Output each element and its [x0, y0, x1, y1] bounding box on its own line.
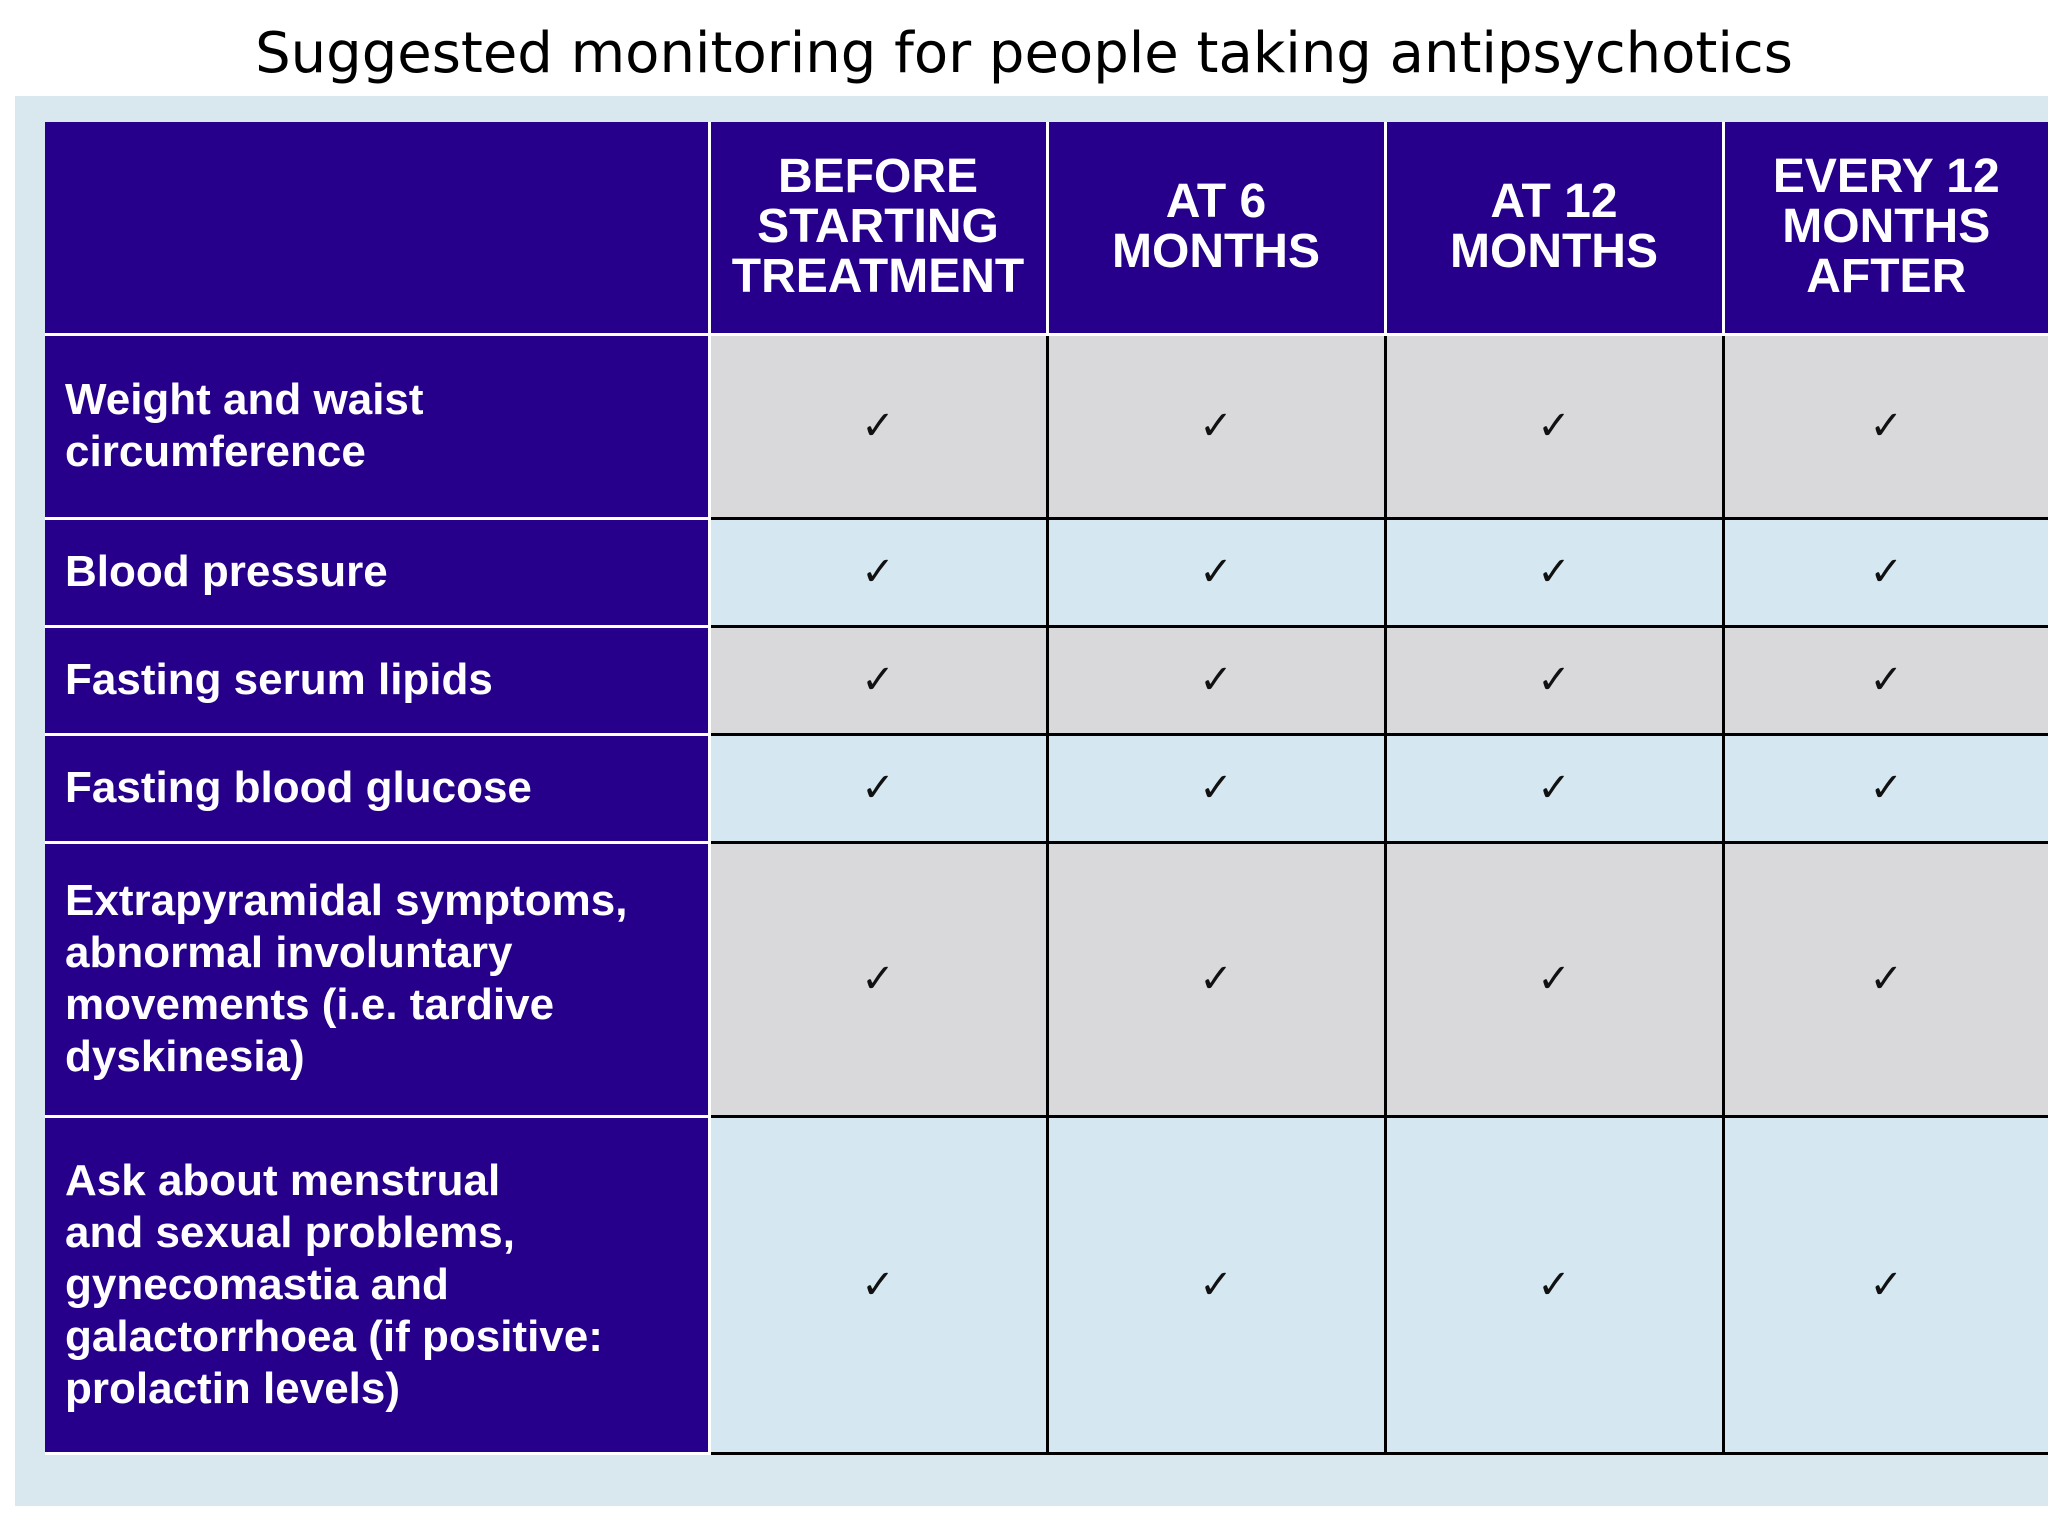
table-cell: ✓: [1383, 840, 1723, 1118]
table-cell: ✓: [707, 516, 1047, 628]
row-label: Fasting blood glucose: [45, 732, 711, 844]
header-every-12-months-after: EVERY 12 MONTHS AFTER: [1721, 122, 2048, 336]
check-icon: ✓: [1869, 765, 1903, 811]
row-label: Weight and waist circumference: [45, 332, 711, 520]
table-cell: ✓: [1721, 840, 2048, 1118]
table-row: Fasting blood glucose ✓ ✓ ✓ ✓: [45, 732, 2048, 844]
table-row: Weight and waist circumference ✓ ✓ ✓ ✓: [45, 332, 2048, 520]
table-cell: ✓: [1045, 1114, 1385, 1455]
table-cell: ✓: [1721, 1114, 2048, 1455]
header-corner: [45, 122, 711, 336]
table-cell: ✓: [707, 840, 1047, 1118]
row-label: Extrapyramidal symptoms, abnormal involu…: [45, 840, 711, 1118]
table-cell: ✓: [1045, 332, 1385, 520]
row-label: Ask about menstrual and sexual problems,…: [45, 1114, 711, 1455]
table-cell: ✓: [707, 1114, 1047, 1455]
slide-title: Suggested monitoring for people taking a…: [255, 21, 1793, 86]
check-icon: ✓: [1537, 549, 1571, 595]
table-cell: ✓: [1721, 732, 2048, 844]
check-icon: ✓: [1869, 657, 1903, 703]
check-icon: ✓: [1199, 1261, 1233, 1308]
check-icon: ✓: [1537, 765, 1571, 811]
check-icon: ✓: [1537, 956, 1571, 1002]
table-cell: ✓: [1721, 624, 2048, 736]
check-icon: ✓: [1199, 657, 1233, 703]
header-at-6-months: AT 6 MONTHS: [1045, 122, 1387, 336]
row-label: Blood pressure: [45, 516, 711, 628]
table-cell: ✓: [1721, 516, 2048, 628]
monitoring-table: BEFORE STARTING TREATMENT AT 6 MONTHS AT…: [45, 122, 2048, 1455]
check-icon: ✓: [861, 657, 895, 703]
table-cell: ✓: [1045, 840, 1385, 1118]
header-row: BEFORE STARTING TREATMENT AT 6 MONTHS AT…: [45, 122, 2048, 336]
check-icon: ✓: [1537, 403, 1571, 449]
check-icon: ✓: [1869, 1261, 1903, 1308]
check-icon: ✓: [1869, 403, 1903, 449]
table-cell: ✓: [1383, 732, 1723, 844]
table-cell: ✓: [707, 732, 1047, 844]
check-icon: ✓: [861, 549, 895, 595]
check-icon: ✓: [1199, 765, 1233, 811]
check-icon: ✓: [861, 765, 895, 811]
check-icon: ✓: [1199, 403, 1233, 449]
row-label: Fasting serum lipids: [45, 624, 711, 736]
table-cell: ✓: [1045, 732, 1385, 844]
table-row: Fasting serum lipids ✓ ✓ ✓ ✓: [45, 624, 2048, 736]
table-cell: ✓: [1383, 516, 1723, 628]
check-icon: ✓: [861, 403, 895, 449]
table-cell: ✓: [1045, 516, 1385, 628]
check-icon: ✓: [1869, 549, 1903, 595]
header-at-12-months: AT 12 MONTHS: [1383, 122, 1725, 336]
table-cell: ✓: [707, 624, 1047, 736]
table-row: Blood pressure ✓ ✓ ✓ ✓: [45, 516, 2048, 628]
header-before-starting-treatment: BEFORE STARTING TREATMENT: [707, 122, 1049, 336]
table-cell: ✓: [1383, 332, 1723, 520]
table-cell: ✓: [1383, 1114, 1723, 1455]
check-icon: ✓: [1869, 956, 1903, 1002]
table-cell: ✓: [1383, 624, 1723, 736]
check-icon: ✓: [1537, 1261, 1571, 1308]
table-cell: ✓: [707, 332, 1047, 520]
table-row: Extrapyramidal symptoms, abnormal involu…: [45, 840, 2048, 1118]
table-cell: ✓: [1045, 624, 1385, 736]
check-icon: ✓: [1537, 657, 1571, 703]
check-icon: ✓: [861, 1261, 895, 1308]
table-row: Ask about menstrual and sexual problems,…: [45, 1114, 2048, 1455]
table-cell: ✓: [1721, 332, 2048, 520]
check-icon: ✓: [861, 956, 895, 1002]
check-icon: ✓: [1199, 549, 1233, 595]
check-icon: ✓: [1199, 956, 1233, 1002]
